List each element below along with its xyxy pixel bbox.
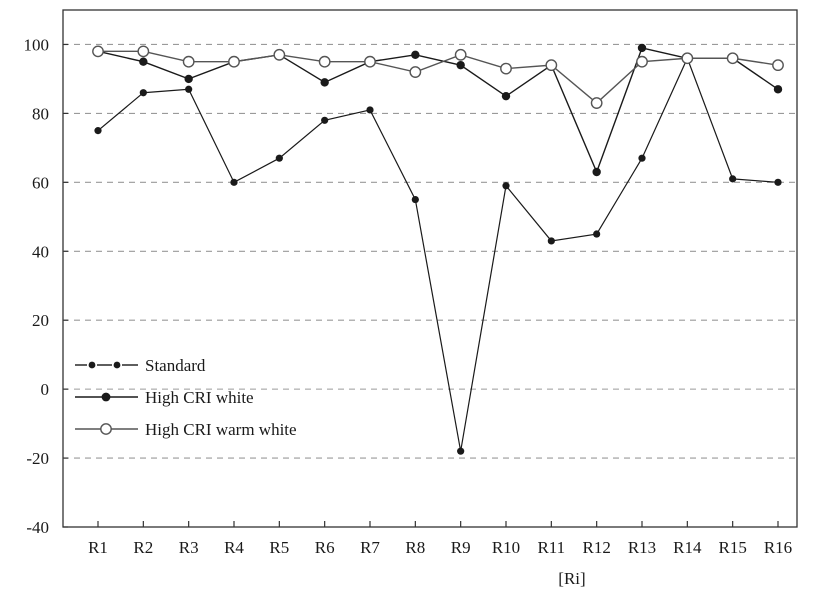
data-point [318,55,331,68]
y-tick-label: 100 [24,35,50,54]
data-point [366,106,374,114]
data-point [681,52,694,65]
data-point [454,48,467,61]
series-line [97,56,779,452]
data-point [321,116,329,124]
data-point [773,85,783,94]
x-tick-label: R1 [88,538,108,557]
plot-frame [62,9,798,528]
legend-marker [113,361,121,369]
data-point [182,55,195,68]
data-point [456,60,465,70]
x-tick-label: R7 [360,538,380,557]
y-tick-label: 20 [32,311,49,330]
x-tick-label: R16 [764,538,792,557]
data-point [364,55,376,68]
x-tick-label: R15 [718,538,746,557]
data-point [500,62,512,75]
data-point [320,78,329,87]
data-point [545,59,558,72]
x-tick-label: R6 [315,538,335,557]
legend-item: Standard [75,356,206,375]
series-standard [94,54,782,455]
legend-item: High CRI warm white [75,420,297,439]
data-point [409,66,422,78]
legend: Standard High CRI white High CRI warm whit… [75,356,297,439]
data-point [94,127,102,135]
series-high-cri-warm-white [92,45,784,109]
x-axis: R1 R2 R3 R4 R5 R6 R7 R8 R9 R10 R11 R12 R13 R14 R15 R16 [88,521,792,557]
data-point [139,57,148,66]
x-tick-label: R3 [179,538,199,557]
x-tick-label: R13 [628,538,656,557]
y-tick-label: -20 [26,449,49,468]
data-point [774,178,782,186]
data-point [547,237,555,245]
data-point [637,43,647,53]
x-axis-label: [Ri] [558,569,585,588]
x-tick-label: R11 [537,538,565,557]
y-axis: -40 -20 0 20 40 60 80 100 [24,35,68,537]
data-point [592,167,601,177]
legend-label: High CRI warm white [145,420,297,439]
y-tick-label: 0 [41,380,50,399]
x-tick-label: R2 [133,538,153,557]
series-line [98,50,779,104]
data-point [726,52,739,65]
data-point [139,89,147,97]
data-point [593,230,601,238]
x-tick-label: R5 [269,538,289,557]
x-tick-label: R12 [582,538,610,557]
legend-label: High CRI white [145,388,254,407]
data-point [411,50,420,60]
x-tick-label: R9 [451,538,471,557]
gridlines [63,43,797,459]
data-point [638,154,646,162]
data-point [230,178,238,186]
x-tick-label: R4 [224,538,244,557]
y-tick-label: -40 [26,518,49,537]
data-point [590,97,603,109]
data-point [502,182,510,190]
legend-marker [88,361,96,369]
data-point [275,154,283,162]
data-point [636,55,648,68]
legend-label: Standard [145,356,206,375]
x-tick-label: R10 [492,538,520,557]
x-tick-label: R14 [673,538,702,557]
data-point [457,447,465,455]
data-point [729,175,737,183]
data-point [185,85,193,93]
data-point [501,91,511,101]
series-group [92,43,784,455]
y-tick-label: 40 [32,242,49,261]
y-tick-label: 60 [32,173,49,192]
data-point [92,45,104,58]
data-point [772,59,784,72]
x-tick-label: R8 [405,538,425,557]
legend-item: High CRI white [75,388,254,407]
data-point [228,55,240,68]
legend-marker [100,423,112,435]
data-point [273,48,286,61]
data-point [184,74,193,84]
data-point [411,195,419,204]
y-tick-label: 80 [32,104,49,123]
series-line [97,47,779,174]
legend-marker [101,392,111,402]
data-point [137,45,150,58]
